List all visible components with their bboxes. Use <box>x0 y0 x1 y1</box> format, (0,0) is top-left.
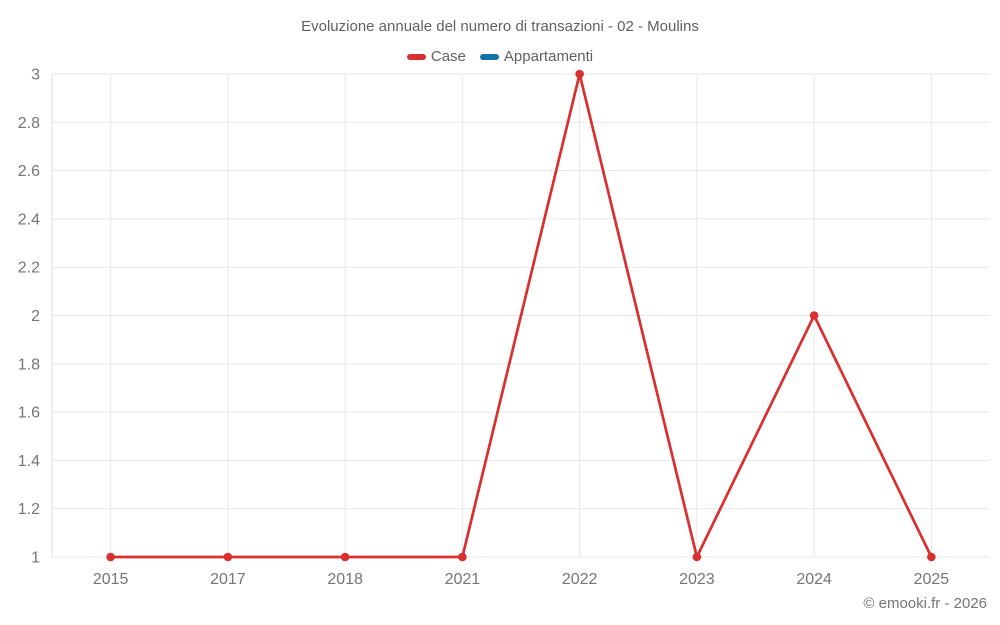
legend-item-case[interactable]: Case <box>406 48 466 65</box>
y-tick-label: 1.8 <box>18 356 40 373</box>
data-point[interactable] <box>106 552 115 562</box>
y-tick-label: 3 <box>31 67 40 84</box>
legend-label-case: Case <box>430 48 466 65</box>
data-point[interactable] <box>340 552 350 562</box>
data-point[interactable] <box>223 552 233 562</box>
x-tick-label: 2021 <box>445 571 481 588</box>
case-swatch-icon <box>406 53 426 60</box>
legend-label-appartamenti: Appartamenti <box>503 48 594 65</box>
legend-item-appartamenti[interactable]: Appartamenti <box>479 48 594 65</box>
data-point[interactable] <box>458 552 467 562</box>
x-tick-label: 2015 <box>93 571 129 588</box>
y-tick-label: 2.2 <box>18 260 40 277</box>
chart-title: Evoluzione annuale del numero di transaz… <box>301 18 699 35</box>
appartamenti-swatch-icon <box>479 53 499 60</box>
y-tick-label: 2.6 <box>18 163 40 180</box>
data-point[interactable] <box>692 552 702 562</box>
series-line-case <box>109 72 933 559</box>
x-tick-label: 2023 <box>679 571 715 588</box>
y-tick-label: 1 <box>31 550 40 567</box>
y-tick-label: 2 <box>31 308 40 325</box>
data-point[interactable] <box>809 311 819 320</box>
y-tick-label: 2.8 <box>18 115 40 132</box>
x-tick-label: 2025 <box>914 571 950 588</box>
y-tick-label: 1.2 <box>18 501 40 518</box>
legend: Case Appartamenti <box>0 48 1000 65</box>
data-point[interactable] <box>927 552 936 562</box>
x-tick-label: 2017 <box>210 571 246 588</box>
data-point[interactable] <box>575 69 584 79</box>
x-tick-label: 2022 <box>562 571 598 588</box>
y-tick-label: 1.6 <box>18 405 40 422</box>
x-tick-label: 2018 <box>327 571 363 588</box>
y-tick-label: 2.4 <box>18 211 40 228</box>
copyright: © emooki.fr - 2026 <box>863 595 987 612</box>
y-tick-label: 1.4 <box>18 453 40 470</box>
x-tick-label: 2024 <box>796 571 832 588</box>
